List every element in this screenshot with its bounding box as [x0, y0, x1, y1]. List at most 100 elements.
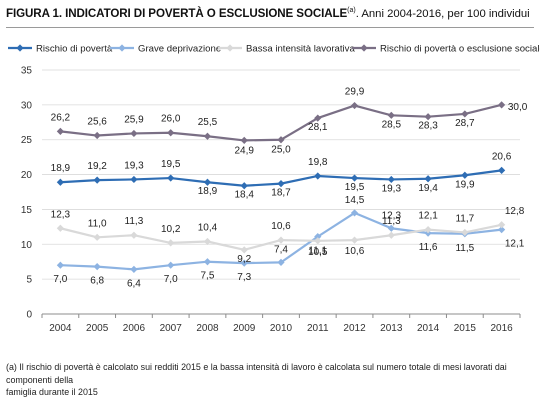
data-label-bassa-intensita-lavorativa-2013: 11,3 [382, 216, 401, 227]
data-point-grave-deprivazione-2004 [56, 261, 64, 269]
data-label-rischio-di-poverta-2013: 19,3 [382, 183, 402, 194]
data-label-grave-deprivazione-2010: 7,4 [274, 244, 288, 255]
data-point-grave-deprivazione-2009 [240, 259, 248, 267]
legend-label-grave-deprivazione: Grave deprivazione [138, 44, 221, 55]
data-label-rischio-di-poverta-2012: 19,5 [345, 182, 365, 193]
legend-item-rischio-di-poverta-o-esclusione-sociale: Rischio di povertà o esclusione sociale [352, 44, 540, 55]
data-point-bassa-intensita-lavorativa-2004 [56, 224, 64, 232]
legend-label-rischio-di-poverta-o-esclusione-sociale: Rischio di povertà o esclusione sociale [380, 44, 540, 55]
title-divider [6, 27, 534, 28]
y-tick-label-15: 15 [21, 205, 33, 216]
data-label-bassa-intensita-lavorativa-2015: 11,7 [455, 213, 474, 224]
data-label-rischio-di-poverta-o-esclusione-sociale-2015: 28,7 [455, 118, 475, 129]
x-tick-label-2004: 2004 [49, 323, 72, 334]
data-point-bassa-intensita-lavorativa-2015 [461, 228, 469, 237]
x-tick-label-2015: 2015 [454, 323, 477, 334]
y-tick-label-0: 0 [26, 310, 32, 321]
y-tick-label-30: 30 [21, 100, 33, 111]
data-point-bassa-intensita-lavorativa-2006 [130, 231, 138, 239]
y-tick-label-5: 5 [26, 275, 32, 286]
y-tick-label-20: 20 [21, 170, 33, 181]
data-point-grave-deprivazione-2016 [498, 226, 506, 234]
x-tick-label-2005: 2005 [86, 323, 109, 334]
legend-swatch-marker-rischio-di-poverta [16, 44, 24, 52]
figure-title-rest: . Anni 2004-2016, per 100 individui [355, 8, 530, 20]
data-label-rischio-di-poverta-2015: 19,9 [455, 179, 475, 190]
x-tick-label-2007: 2007 [160, 323, 183, 334]
data-point-rischio-di-poverta-o-esclusione-sociale-2004 [56, 127, 64, 135]
data-label-grave-deprivazione-2004: 7,0 [53, 274, 67, 285]
data-point-grave-deprivazione-2012 [350, 209, 359, 217]
data-point-rischio-di-poverta-2015 [461, 171, 469, 179]
data-point-rischio-di-poverta-o-esclusione-sociale-2012 [350, 101, 359, 110]
data-point-rischio-di-poverta-o-esclusione-sociale-2013 [387, 111, 395, 119]
data-point-bassa-intensita-lavorativa-2009 [240, 246, 248, 254]
data-label-rischio-di-poverta-2007: 19,5 [161, 159, 181, 170]
data-point-bassa-intensita-lavorativa-2011 [314, 237, 322, 245]
data-point-rischio-di-poverta-2012 [350, 174, 359, 182]
data-label-grave-deprivazione-2016: 12,1 [505, 239, 525, 250]
data-point-grave-deprivazione-2007 [167, 261, 175, 269]
chart-data-labels: 18,9 19,2 19,3 19,5 18,9 18,4 18,7 19,8 19,5 19,3… [51, 87, 528, 290]
data-point-bassa-intensita-lavorativa-2010 [277, 236, 285, 244]
data-label-rischio-di-poverta-2005: 19,2 [87, 161, 107, 172]
x-tick-label-2009: 2009 [233, 323, 256, 334]
data-label-rischio-di-poverta-o-esclusione-sociale-2008: 25,5 [198, 117, 218, 128]
data-point-bassa-intensita-lavorativa-2008 [203, 237, 212, 246]
data-point-rischio-di-poverta-o-esclusione-sociale-2014 [424, 113, 432, 121]
data-point-rischio-di-poverta-2006 [130, 175, 138, 184]
x-tick-label-2012: 2012 [343, 323, 366, 334]
data-label-rischio-di-poverta-o-esclusione-sociale-2014: 28,3 [418, 121, 438, 132]
x-tick-label-2014: 2014 [417, 323, 440, 334]
line-chart: Rischio di povertà Grave deprivazione Bass… [8, 44, 540, 334]
legend-item-rischio-di-poverta: Rischio di povertà [8, 44, 113, 55]
y-tick-label-25: 25 [21, 135, 33, 146]
data-label-bassa-intensita-lavorativa-2011: 10,5 [308, 247, 328, 258]
legend-label-bassa-intensita-lavorativa: Bassa intensità lavorativa [246, 44, 355, 55]
legend-swatch-marker-rischio-di-poverta-o-esclusione-sociale [360, 44, 368, 52]
data-point-grave-deprivazione-2006 [130, 265, 138, 273]
y-tick-label-35: 35 [21, 66, 33, 77]
data-point-rischio-di-poverta-o-esclusione-sociale-2007 [167, 129, 175, 137]
x-tick-label-2013: 2013 [380, 323, 403, 334]
data-point-bassa-intensita-lavorativa-2012 [350, 236, 359, 244]
data-label-grave-deprivazione-2005: 6,8 [90, 276, 104, 287]
data-label-bassa-intensita-lavorativa-2010: 10,6 [271, 221, 291, 232]
data-label-rischio-di-poverta-o-esclusione-sociale-2013: 28,5 [382, 119, 402, 130]
data-point-grave-deprivazione-2011 [314, 233, 322, 241]
data-label-rischio-di-poverta-2014: 19,4 [418, 183, 438, 194]
data-point-rischio-di-poverta-2010 [277, 180, 285, 188]
data-point-rischio-di-poverta-o-esclusione-sociale-2010 [277, 136, 285, 144]
data-point-rischio-di-poverta-2011 [314, 172, 322, 180]
data-point-rischio-di-poverta-o-esclusione-sociale-2008 [203, 132, 212, 140]
x-tick-label-2016: 2016 [490, 323, 513, 334]
data-label-grave-deprivazione-2015: 11,5 [455, 243, 474, 254]
data-label-rischio-di-poverta-2010: 18,7 [271, 188, 291, 199]
data-label-rischio-di-poverta-2004: 18,9 [51, 163, 71, 174]
data-label-rischio-di-poverta-o-esclusione-sociale-2016: 30,0 [508, 102, 528, 113]
data-point-bassa-intensita-lavorativa-2005 [93, 233, 101, 241]
data-label-rischio-di-poverta-2006: 19,3 [124, 160, 144, 171]
data-point-grave-deprivazione-2005 [93, 262, 101, 271]
data-label-rischio-di-poverta-2011: 19,8 [308, 157, 328, 168]
data-label-rischio-di-poverta-o-esclusione-sociale-2007: 26,0 [161, 114, 181, 125]
x-tick-label-2008: 2008 [196, 323, 219, 334]
data-point-grave-deprivazione-2008 [203, 258, 212, 266]
data-label-rischio-di-poverta-o-esclusione-sociale-2004: 26,2 [51, 112, 71, 123]
data-label-bassa-intensita-lavorativa-2006: 11,3 [125, 216, 144, 227]
data-label-bassa-intensita-lavorativa-2009: 9,2 [237, 254, 251, 265]
data-label-bassa-intensita-lavorativa-2007: 10,2 [161, 224, 181, 235]
data-label-rischio-di-poverta-o-esclusione-sociale-2006: 25,9 [124, 114, 144, 125]
legend-item-grave-deprivazione: Grave deprivazione [110, 44, 221, 55]
legend-item-bassa-intensita-lavorativa: Bassa intensità lavorativa [218, 44, 355, 55]
data-point-grave-deprivazione-2010 [277, 258, 285, 267]
data-label-rischio-di-poverta-o-esclusione-sociale-2012: 29,9 [345, 87, 365, 98]
data-label-grave-deprivazione-2012: 14,5 [345, 195, 365, 206]
data-label-rischio-di-poverta-o-esclusione-sociale-2011: 28,1 [308, 122, 328, 133]
data-label-grave-deprivazione-2007: 7,0 [164, 274, 178, 285]
data-label-grave-deprivazione-2013: 12,3 [382, 210, 402, 221]
data-point-bassa-intensita-lavorativa-2014 [424, 226, 432, 234]
data-point-rischio-di-poverta-o-esclusione-sociale-2009 [240, 136, 248, 145]
data-label-rischio-di-poverta-2009: 18,4 [234, 190, 254, 201]
footnote-line-2: famiglia durante il 2015 [6, 387, 98, 397]
